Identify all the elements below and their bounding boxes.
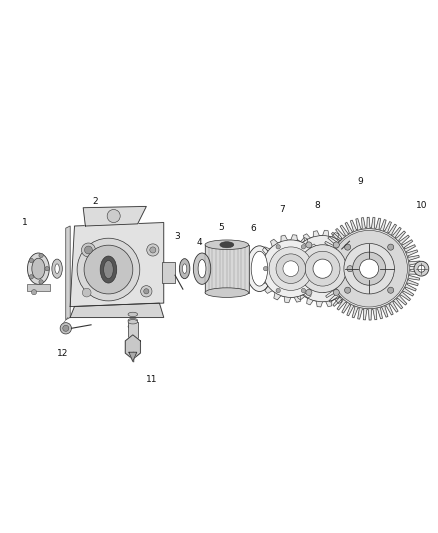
Text: 10: 10 [416, 201, 427, 210]
Circle shape [344, 244, 394, 294]
Polygon shape [70, 223, 164, 306]
Ellipse shape [52, 259, 62, 278]
Ellipse shape [198, 260, 206, 278]
Polygon shape [70, 303, 164, 318]
Bar [205, 245, 249, 293]
Circle shape [353, 252, 386, 285]
Ellipse shape [128, 318, 138, 322]
Circle shape [276, 245, 280, 249]
Ellipse shape [180, 259, 190, 279]
Circle shape [314, 266, 318, 271]
Circle shape [39, 280, 43, 284]
Circle shape [84, 245, 133, 294]
Polygon shape [318, 217, 420, 320]
Ellipse shape [220, 241, 234, 248]
Circle shape [292, 265, 298, 272]
Circle shape [276, 288, 280, 293]
Circle shape [276, 254, 306, 284]
Ellipse shape [128, 325, 138, 329]
Circle shape [81, 243, 95, 257]
Circle shape [331, 230, 407, 307]
Text: 12: 12 [57, 349, 68, 358]
Circle shape [345, 244, 351, 250]
Text: 5: 5 [218, 223, 224, 232]
Circle shape [306, 289, 312, 295]
Bar [162, 262, 175, 282]
Ellipse shape [205, 240, 249, 249]
Circle shape [290, 236, 356, 302]
Circle shape [77, 238, 140, 301]
Circle shape [39, 253, 43, 257]
Circle shape [63, 325, 69, 332]
Text: 6: 6 [250, 224, 256, 233]
Text: 9: 9 [357, 177, 364, 186]
Ellipse shape [183, 264, 187, 273]
Ellipse shape [100, 256, 117, 283]
Circle shape [107, 209, 120, 223]
Circle shape [414, 261, 429, 276]
Text: 7: 7 [279, 205, 285, 214]
Circle shape [60, 322, 71, 334]
Circle shape [347, 265, 353, 272]
Polygon shape [66, 226, 70, 320]
Circle shape [388, 244, 394, 250]
Circle shape [333, 242, 339, 248]
Text: 2: 2 [92, 197, 98, 206]
Text: 4: 4 [197, 238, 202, 247]
Bar [128, 322, 138, 338]
Text: 1: 1 [22, 219, 28, 228]
Ellipse shape [55, 264, 59, 273]
Circle shape [418, 265, 425, 272]
Circle shape [329, 229, 409, 309]
Circle shape [150, 247, 156, 253]
Circle shape [283, 261, 299, 277]
Ellipse shape [193, 253, 211, 284]
Circle shape [299, 245, 346, 293]
Circle shape [144, 289, 149, 294]
Circle shape [147, 244, 159, 256]
Circle shape [262, 240, 320, 297]
Circle shape [85, 246, 92, 254]
Polygon shape [257, 235, 325, 303]
Circle shape [333, 289, 339, 295]
Circle shape [388, 287, 394, 293]
Polygon shape [83, 206, 146, 226]
Circle shape [313, 259, 332, 278]
Circle shape [263, 266, 268, 271]
Ellipse shape [32, 258, 45, 279]
Circle shape [32, 289, 37, 295]
Circle shape [345, 287, 351, 293]
Circle shape [301, 245, 306, 249]
Ellipse shape [205, 288, 249, 297]
Circle shape [29, 274, 34, 279]
Ellipse shape [104, 261, 113, 279]
Polygon shape [284, 230, 361, 307]
Text: 3: 3 [175, 231, 180, 240]
Circle shape [269, 247, 313, 290]
Circle shape [305, 251, 340, 286]
Text: 11: 11 [146, 375, 157, 384]
Circle shape [82, 288, 91, 297]
Polygon shape [129, 352, 137, 361]
Ellipse shape [28, 253, 49, 284]
Circle shape [360, 259, 379, 278]
Text: 8: 8 [314, 201, 320, 210]
Circle shape [29, 259, 34, 263]
Bar [27, 284, 49, 292]
Ellipse shape [247, 246, 272, 292]
Ellipse shape [251, 251, 268, 286]
Polygon shape [125, 335, 140, 359]
Circle shape [301, 288, 306, 293]
Circle shape [141, 286, 152, 297]
Circle shape [306, 242, 312, 248]
Circle shape [45, 266, 49, 271]
Ellipse shape [128, 320, 138, 324]
Ellipse shape [128, 312, 138, 317]
